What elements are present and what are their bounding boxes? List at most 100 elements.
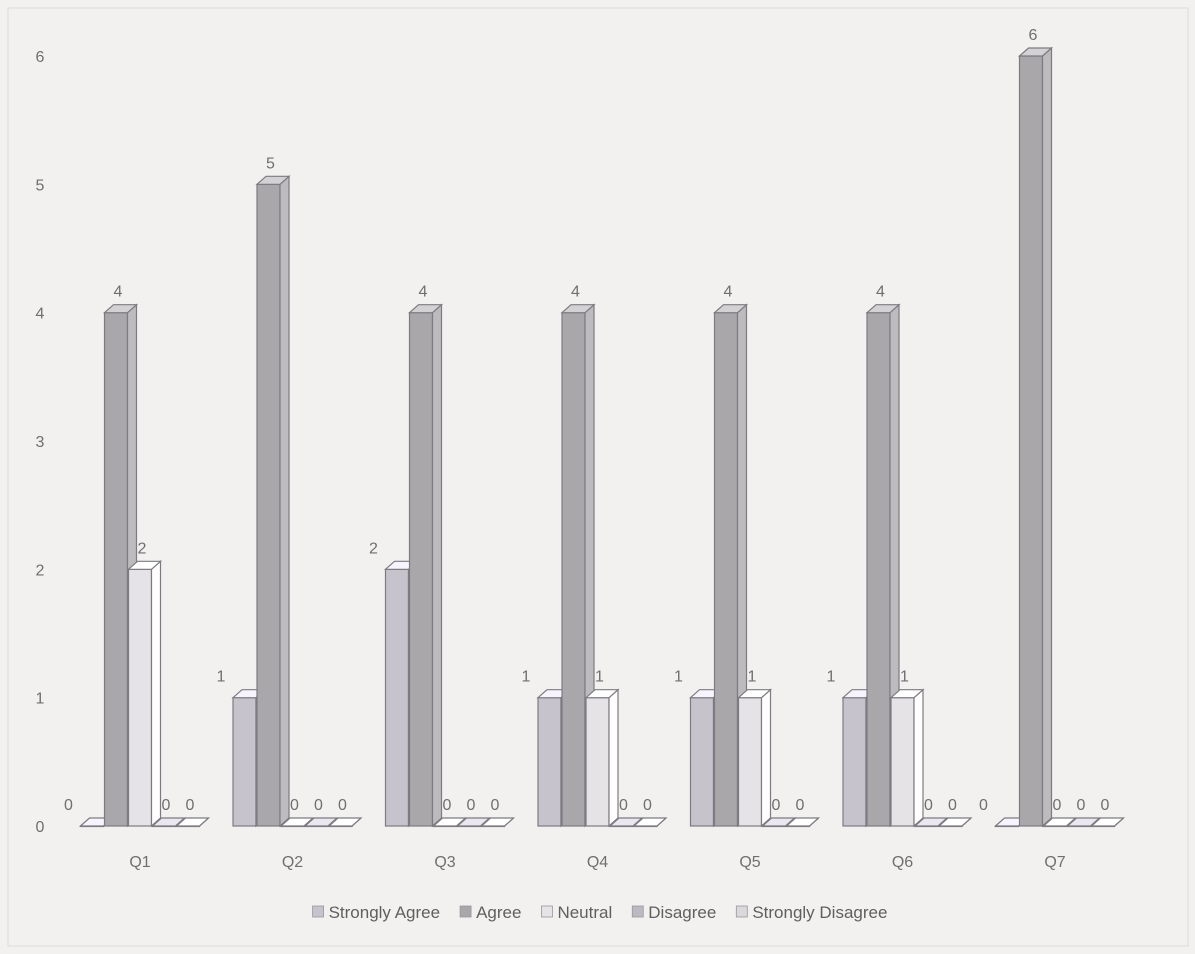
legend-swatch xyxy=(312,905,324,918)
bar-top-face xyxy=(632,817,668,827)
legend-swatch xyxy=(735,905,748,918)
bar-front-face xyxy=(842,697,867,827)
y-axis: 0 1 2 3 4 5 6 xyxy=(36,49,45,836)
bar-area xyxy=(78,46,1126,828)
bar-front-face xyxy=(689,697,715,827)
bar xyxy=(608,817,644,828)
x-tick-label: Q6 xyxy=(892,854,913,871)
data-label: 0 xyxy=(643,797,652,814)
bar xyxy=(255,174,291,828)
y-tick-label: 3 xyxy=(36,434,45,451)
bar-side-face xyxy=(913,688,924,828)
y-tick-label: 2 xyxy=(36,562,45,579)
bar-top-face xyxy=(1041,817,1078,827)
bar-top-face xyxy=(455,817,492,827)
bar-top-face xyxy=(913,817,949,827)
data-label: 0 xyxy=(290,797,299,814)
data-label: 1 xyxy=(827,669,836,686)
data-label: 0 xyxy=(162,797,171,814)
data-label: 4 xyxy=(876,284,885,301)
y-tick-label: 6 xyxy=(36,49,45,66)
data-label: 0 xyxy=(314,797,323,814)
bar xyxy=(126,559,163,828)
bar xyxy=(150,817,187,828)
data-label: 2 xyxy=(369,540,378,557)
data-label: 1 xyxy=(522,669,531,686)
bar xyxy=(407,303,444,828)
bar-top-face xyxy=(479,817,516,827)
legend-swatch xyxy=(459,905,472,918)
legend-item: Strongly Agree xyxy=(312,903,440,922)
legend-items: Strongly Agree Agree Neutral Disagree Strong… xyxy=(312,903,887,922)
bar-front-face xyxy=(256,183,281,827)
bar xyxy=(303,817,339,828)
bar xyxy=(1017,46,1054,828)
bar-front-face xyxy=(103,312,129,827)
bar-top-face xyxy=(760,817,797,827)
bar-front-face xyxy=(737,697,763,827)
data-label: 0 xyxy=(186,797,195,814)
legend-item: Disagree xyxy=(631,903,716,922)
bar-top-face xyxy=(937,817,973,827)
bar xyxy=(1041,817,1078,828)
data-label: 0 xyxy=(948,797,957,814)
bar-side-face xyxy=(431,303,443,828)
bar-front-face xyxy=(890,697,915,827)
bar-top-face xyxy=(303,817,339,827)
bar-top-face xyxy=(102,304,139,314)
bar-side-face xyxy=(1041,46,1053,828)
data-label: 1 xyxy=(595,669,604,686)
bar xyxy=(632,817,668,828)
bar-side-face xyxy=(760,688,772,828)
data-label: 0 xyxy=(443,797,452,814)
bar xyxy=(431,817,468,828)
bar-top-face xyxy=(608,817,644,827)
data-label: 0 xyxy=(64,797,73,814)
y-tick-label: 5 xyxy=(36,177,45,194)
data-label: 0 xyxy=(924,797,933,814)
bar-front-face xyxy=(585,697,610,827)
bar-front-face xyxy=(866,312,891,827)
bar xyxy=(784,817,821,828)
data-label: 0 xyxy=(1101,797,1110,814)
bar-side-face xyxy=(150,559,162,828)
data-label: 0 xyxy=(796,797,805,814)
bar-top-face xyxy=(255,175,291,185)
bar xyxy=(937,817,973,828)
bar-top-face xyxy=(150,817,187,827)
bar-front-face xyxy=(713,312,739,827)
data-label: 1 xyxy=(900,669,909,686)
data-label: 0 xyxy=(338,797,347,814)
legend-item: Neutral xyxy=(541,903,612,922)
data-label: 0 xyxy=(619,797,628,814)
bar-top-face xyxy=(431,817,468,827)
data-label: 0 xyxy=(979,797,988,814)
bar xyxy=(736,688,773,828)
bar-top-face xyxy=(712,304,749,314)
bar xyxy=(889,688,925,828)
bar xyxy=(327,817,363,828)
bar xyxy=(913,817,949,828)
bar xyxy=(865,303,901,828)
data-label: 4 xyxy=(571,284,580,301)
bar xyxy=(279,817,315,828)
x-tick-label: Q7 xyxy=(1044,854,1065,871)
bar-front-face xyxy=(127,568,153,827)
bar-top-face xyxy=(1089,817,1126,827)
y-tick-label: 1 xyxy=(36,691,45,708)
bar-top-face xyxy=(174,817,211,827)
legend-item: Agree xyxy=(459,903,521,922)
legend-label: Disagree xyxy=(648,903,716,922)
data-label: 1 xyxy=(217,669,226,686)
data-label: 4 xyxy=(114,284,123,301)
data-label: 5 xyxy=(266,155,275,172)
data-label: 0 xyxy=(467,797,476,814)
bar-front-face xyxy=(384,568,410,827)
bar-front-face xyxy=(408,312,434,827)
bar-top-face xyxy=(584,689,620,699)
legend-label: Strongly Disagree xyxy=(752,903,887,922)
bar-top-face xyxy=(784,817,821,827)
